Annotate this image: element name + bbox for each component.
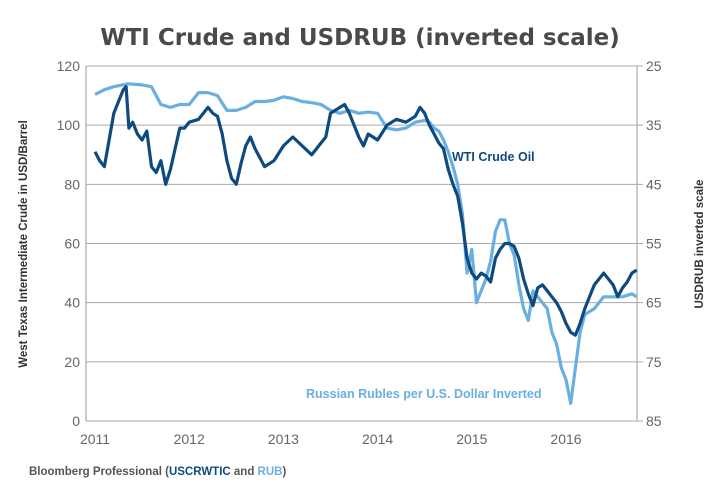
source-suffix: ) [282,466,286,478]
y-tick-label: 60 [64,236,80,252]
source-wti: USCRWTIC [169,466,231,478]
x-tick-label: 2011 [80,431,110,447]
y2-tick-label: 65 [646,295,662,311]
chart-title: WTI Crude and USDRUB (inverted scale) [100,25,620,51]
x-tick-label: 2012 [174,431,205,447]
x-tick-label: 2016 [550,431,581,447]
gridlines [85,65,643,422]
source-and: and [231,466,258,478]
source-note: Bloomberg Professional (USCRWTIC and RUB… [29,466,286,478]
y-tick-label: 40 [64,295,80,311]
y2-tick-label: 35 [646,117,662,133]
y-axis-label: West Texas Intermediate Crude in USD/Bar… [18,120,30,368]
y-tick-label: 100 [57,117,81,133]
y2-tick-label: 25 [646,58,662,74]
wti-series-label: WTI Crude Oil [452,150,535,164]
x-tick-label: 2014 [362,431,393,447]
rub-line [94,82,638,405]
x-tick-label: 2013 [268,431,299,447]
y-tick-label: 0 [72,413,80,429]
series-lines [93,82,638,405]
source-prefix: Bloomberg Professional ( [29,466,169,478]
x-tick-label: 2015 [456,431,487,447]
y2-tick-label: 55 [646,236,662,252]
rub-series-label: Russian Rubles per U.S. Dollar Inverted [306,387,541,401]
tick-labels: 0 20 40 60 80 100 120 85 75 65 55 45 35 25 2011 2012 201… [57,58,662,447]
y-tick-label: 80 [64,176,80,192]
wti-line [93,85,638,337]
y2-tick-label: 75 [646,354,662,370]
y2-tick-label: 85 [646,413,662,429]
source-rub: RUB [258,466,283,478]
y-tick-label: 20 [64,354,80,370]
y-tick-label: 120 [57,58,81,74]
y2-tick-label: 45 [646,176,662,192]
y2-axis-label: USDRUB inverted scale [694,179,706,308]
